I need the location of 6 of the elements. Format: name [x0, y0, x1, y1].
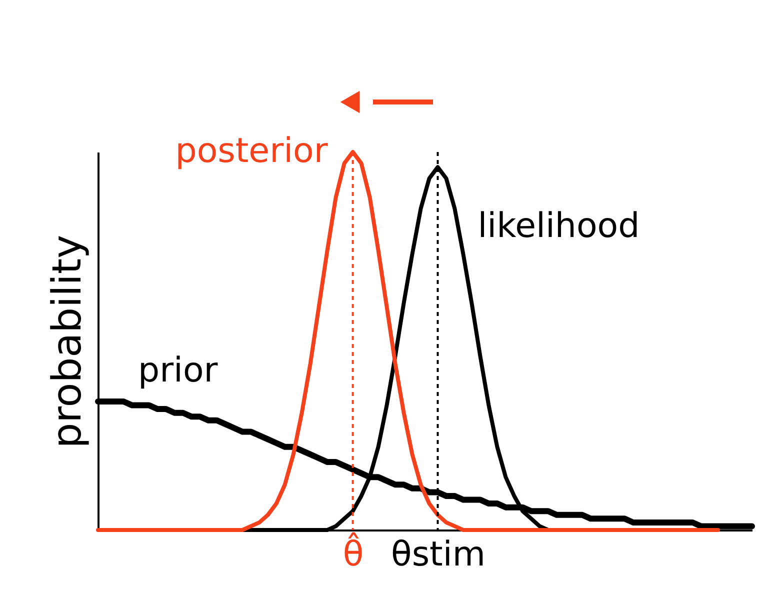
series-label: prior — [138, 350, 218, 390]
x-tick-label: θstim — [391, 534, 486, 574]
x-tick-label: θ̂ — [342, 531, 364, 574]
legend-label: posterior — [175, 131, 328, 171]
y-axis-title: probability — [44, 234, 90, 448]
series-label: likelihood — [478, 206, 640, 246]
